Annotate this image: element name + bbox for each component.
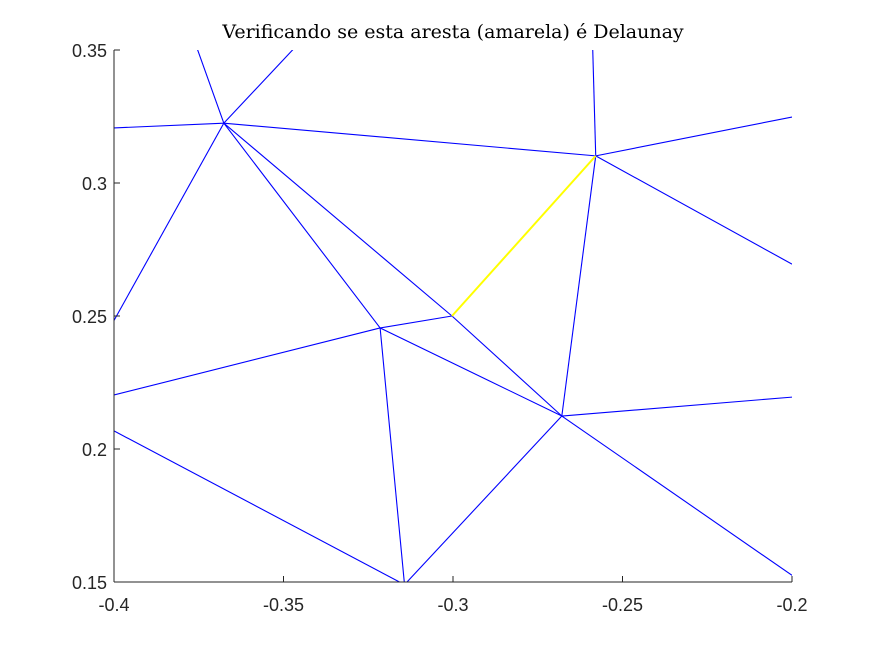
y-ticks: 0.15 0.2 0.25 0.3 0.35 bbox=[72, 41, 120, 593]
x-tick-label: -0.3 bbox=[437, 595, 468, 615]
y-tick-label: 0.3 bbox=[82, 174, 107, 194]
triangulation-edge-6 bbox=[223, 122, 596, 157]
chart-title: Verificando se esta aresta (amarela) é D… bbox=[221, 21, 684, 43]
y-tick-label: 0.25 bbox=[72, 307, 107, 327]
triangulation-edge-13 bbox=[114, 327, 381, 396]
triangulation-edge-3 bbox=[114, 122, 225, 321]
x-ticks: -0.4 -0.35 -0.3 -0.25 -0.2 bbox=[98, 576, 808, 615]
triangulation-edge-16 bbox=[561, 396, 792, 417]
x-tick-label: -0.2 bbox=[776, 595, 807, 615]
triangulation-edge-18 bbox=[406, 415, 563, 582]
triangulation-edge-0 bbox=[114, 122, 224, 129]
triangulation-edge-4 bbox=[223, 122, 381, 329]
x-tick-label: -0.25 bbox=[602, 595, 643, 615]
y-tick-label: 0.35 bbox=[72, 41, 107, 61]
triangulation-edge-2 bbox=[223, 50, 294, 124]
triangulation-edge-19 bbox=[114, 430, 401, 582]
triangulation-edge-11 bbox=[380, 315, 453, 329]
triangulation-edge-1 bbox=[197, 50, 225, 124]
triangulation-edge-7 bbox=[592, 50, 597, 156]
y-tick-label: 0.15 bbox=[72, 573, 107, 593]
triangulation-edge-8 bbox=[595, 116, 792, 157]
triangulation-edge-9 bbox=[595, 155, 792, 265]
triangulation-edge-10 bbox=[561, 155, 597, 417]
triangulation-edge-12 bbox=[451, 315, 563, 417]
x-tick-label: -0.4 bbox=[98, 595, 129, 615]
x-tick-label: -0.35 bbox=[263, 595, 304, 615]
triangulation-edge-17 bbox=[561, 415, 792, 576]
triangulation-edge-14 bbox=[379, 327, 563, 417]
triangulation-edge-5 bbox=[223, 122, 453, 317]
edges-layer bbox=[114, 50, 792, 582]
highlighted-edge bbox=[451, 155, 597, 317]
y-tick-label: 0.2 bbox=[82, 440, 107, 460]
triangulation-edge-15 bbox=[379, 327, 405, 582]
